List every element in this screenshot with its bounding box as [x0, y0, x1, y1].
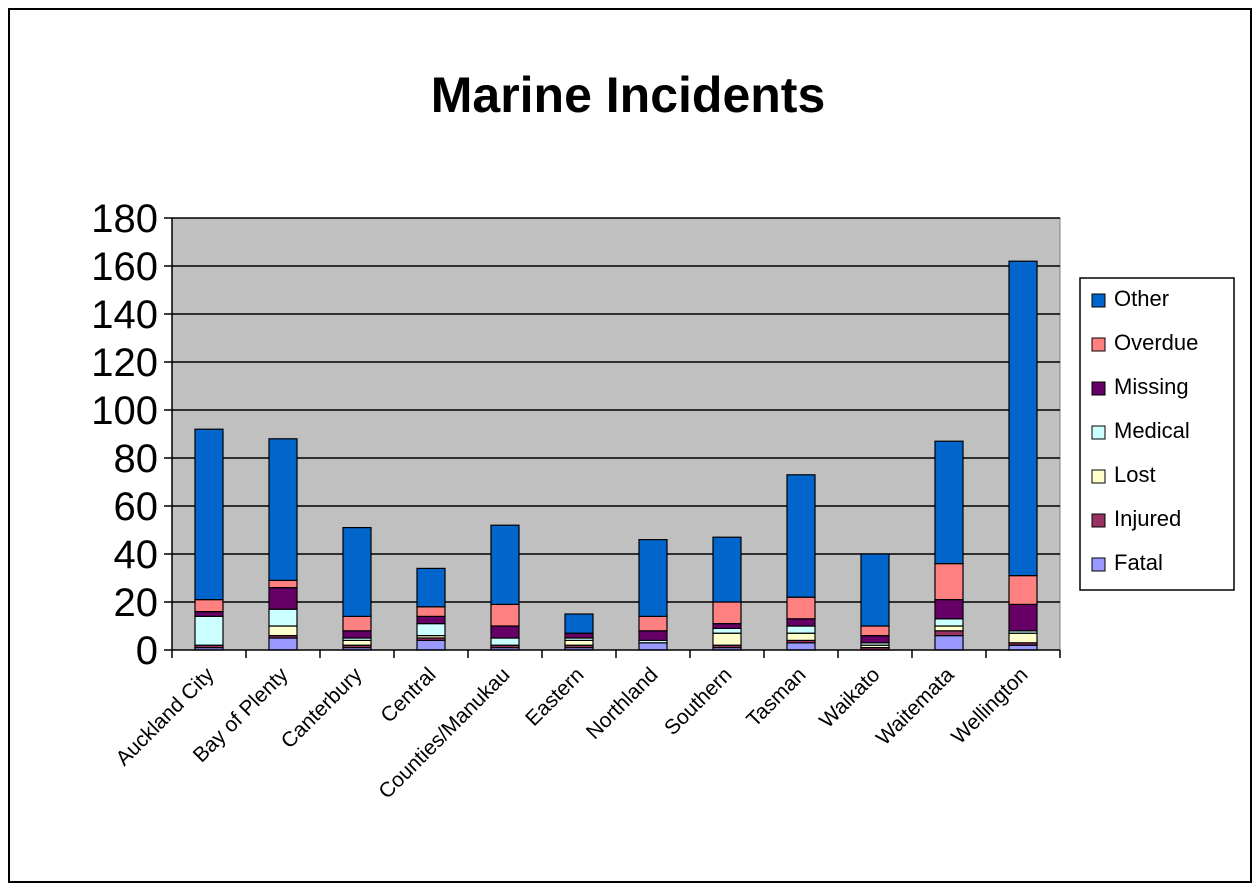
y-tick-label: 0	[136, 629, 158, 673]
legend: Other Overdue Missing Medical Lost Injured Fat…	[1079, 277, 1235, 591]
bar-segment	[1008, 603, 1038, 632]
legend-label: Injured	[1114, 506, 1181, 531]
bar-segment	[712, 536, 742, 603]
bar-segment	[786, 632, 816, 642]
legend-box	[1079, 277, 1235, 591]
bar-segment	[416, 567, 446, 608]
y-tick-label: 180	[91, 197, 158, 241]
bar-segment	[860, 634, 890, 644]
bar-segment	[934, 625, 964, 632]
x-tick-label: Wellington	[947, 663, 1032, 748]
legend-swatch	[1091, 381, 1106, 396]
bar-segment	[194, 615, 224, 646]
bar-segment	[194, 428, 224, 601]
bar-segment	[490, 603, 520, 627]
bar-segment	[268, 586, 298, 610]
x-tick-label: Eastern	[521, 663, 588, 730]
bar-segment	[860, 625, 890, 637]
bar-segment	[564, 639, 594, 646]
bar-segment	[712, 622, 742, 629]
legend-label: Overdue	[1114, 330, 1198, 355]
bar-segment	[786, 618, 816, 627]
bar-segment	[638, 538, 668, 617]
y-tick-label: 20	[114, 581, 159, 625]
bars-group	[194, 260, 1038, 651]
x-tick-label: Southern	[660, 663, 737, 740]
legend-swatch	[1091, 425, 1106, 440]
bar-segment	[416, 639, 446, 651]
y-tick-label: 100	[91, 389, 158, 433]
bar-segment	[786, 596, 816, 620]
bar-segment	[860, 553, 890, 627]
legend-swatch	[1091, 337, 1106, 352]
y-tick-label: 40	[114, 533, 159, 577]
bar-segment	[342, 639, 372, 646]
legend-label: Other	[1114, 286, 1169, 311]
bar-segment	[712, 632, 742, 646]
bar-segment	[712, 627, 742, 634]
plot-area	[171, 217, 1061, 651]
bar-segment	[638, 642, 668, 651]
bar-segment	[934, 440, 964, 565]
bar-segment	[268, 637, 298, 651]
chart-title: Marine Incidents	[431, 67, 826, 123]
bar-segment	[342, 526, 372, 617]
bar-segment	[416, 606, 446, 617]
bar-segment	[934, 630, 964, 637]
legend-swatch	[1091, 469, 1106, 484]
bar-segment	[786, 642, 816, 651]
legend-swatch	[1091, 513, 1106, 528]
bar-segment	[194, 610, 224, 617]
legend-swatch	[1091, 557, 1106, 572]
bar-segment	[564, 632, 594, 639]
bar-segment	[934, 618, 964, 627]
bar-segment	[1008, 260, 1038, 577]
legend-label: Lost	[1114, 462, 1156, 487]
bar-segment	[638, 630, 668, 641]
legend-label: Missing	[1114, 374, 1189, 399]
legend-swatch	[1091, 293, 1106, 308]
bar-segment	[712, 601, 742, 625]
bar-segment	[490, 625, 520, 639]
x-tick-label: Waitemata	[872, 663, 959, 750]
x-tick-label: Waikato	[815, 663, 884, 732]
plot-area-group	[171, 217, 1061, 651]
legend-label: Medical	[1114, 418, 1190, 443]
bar-segment	[934, 634, 964, 651]
x-tick-label: Canterbury	[277, 663, 367, 753]
bar-segment	[786, 474, 816, 598]
x-tick-label: Central	[376, 663, 440, 727]
bar-segment	[1008, 574, 1038, 605]
y-tick-label: 120	[91, 341, 158, 385]
bar-segment	[342, 630, 372, 639]
bar-segment	[490, 524, 520, 606]
bar-segment	[1008, 632, 1038, 644]
bar-segment	[268, 608, 298, 627]
bar-segment	[268, 579, 298, 589]
y-tick-label: 140	[91, 293, 158, 337]
bar-segment	[638, 615, 668, 632]
bar-segment	[934, 562, 964, 601]
bar-segment	[194, 598, 224, 613]
x-tick-label: Counties/Manukau	[374, 663, 514, 803]
bar-segment	[490, 637, 520, 646]
y-tick-label: 80	[114, 437, 159, 481]
bar-segment	[934, 598, 964, 620]
x-tick-label: Tasman	[742, 663, 810, 731]
bar-segment	[268, 438, 298, 581]
bar-segment	[564, 613, 594, 634]
bar-segment	[342, 615, 372, 632]
bar-segment	[786, 625, 816, 634]
y-tick-label: 160	[91, 245, 158, 289]
bar-segment	[416, 615, 446, 625]
bar-segment	[416, 622, 446, 637]
x-tick-label: Northland	[582, 663, 663, 744]
legend-label: Fatal	[1114, 550, 1163, 575]
bar-segment	[268, 625, 298, 637]
y-tick-label: 60	[114, 485, 159, 529]
